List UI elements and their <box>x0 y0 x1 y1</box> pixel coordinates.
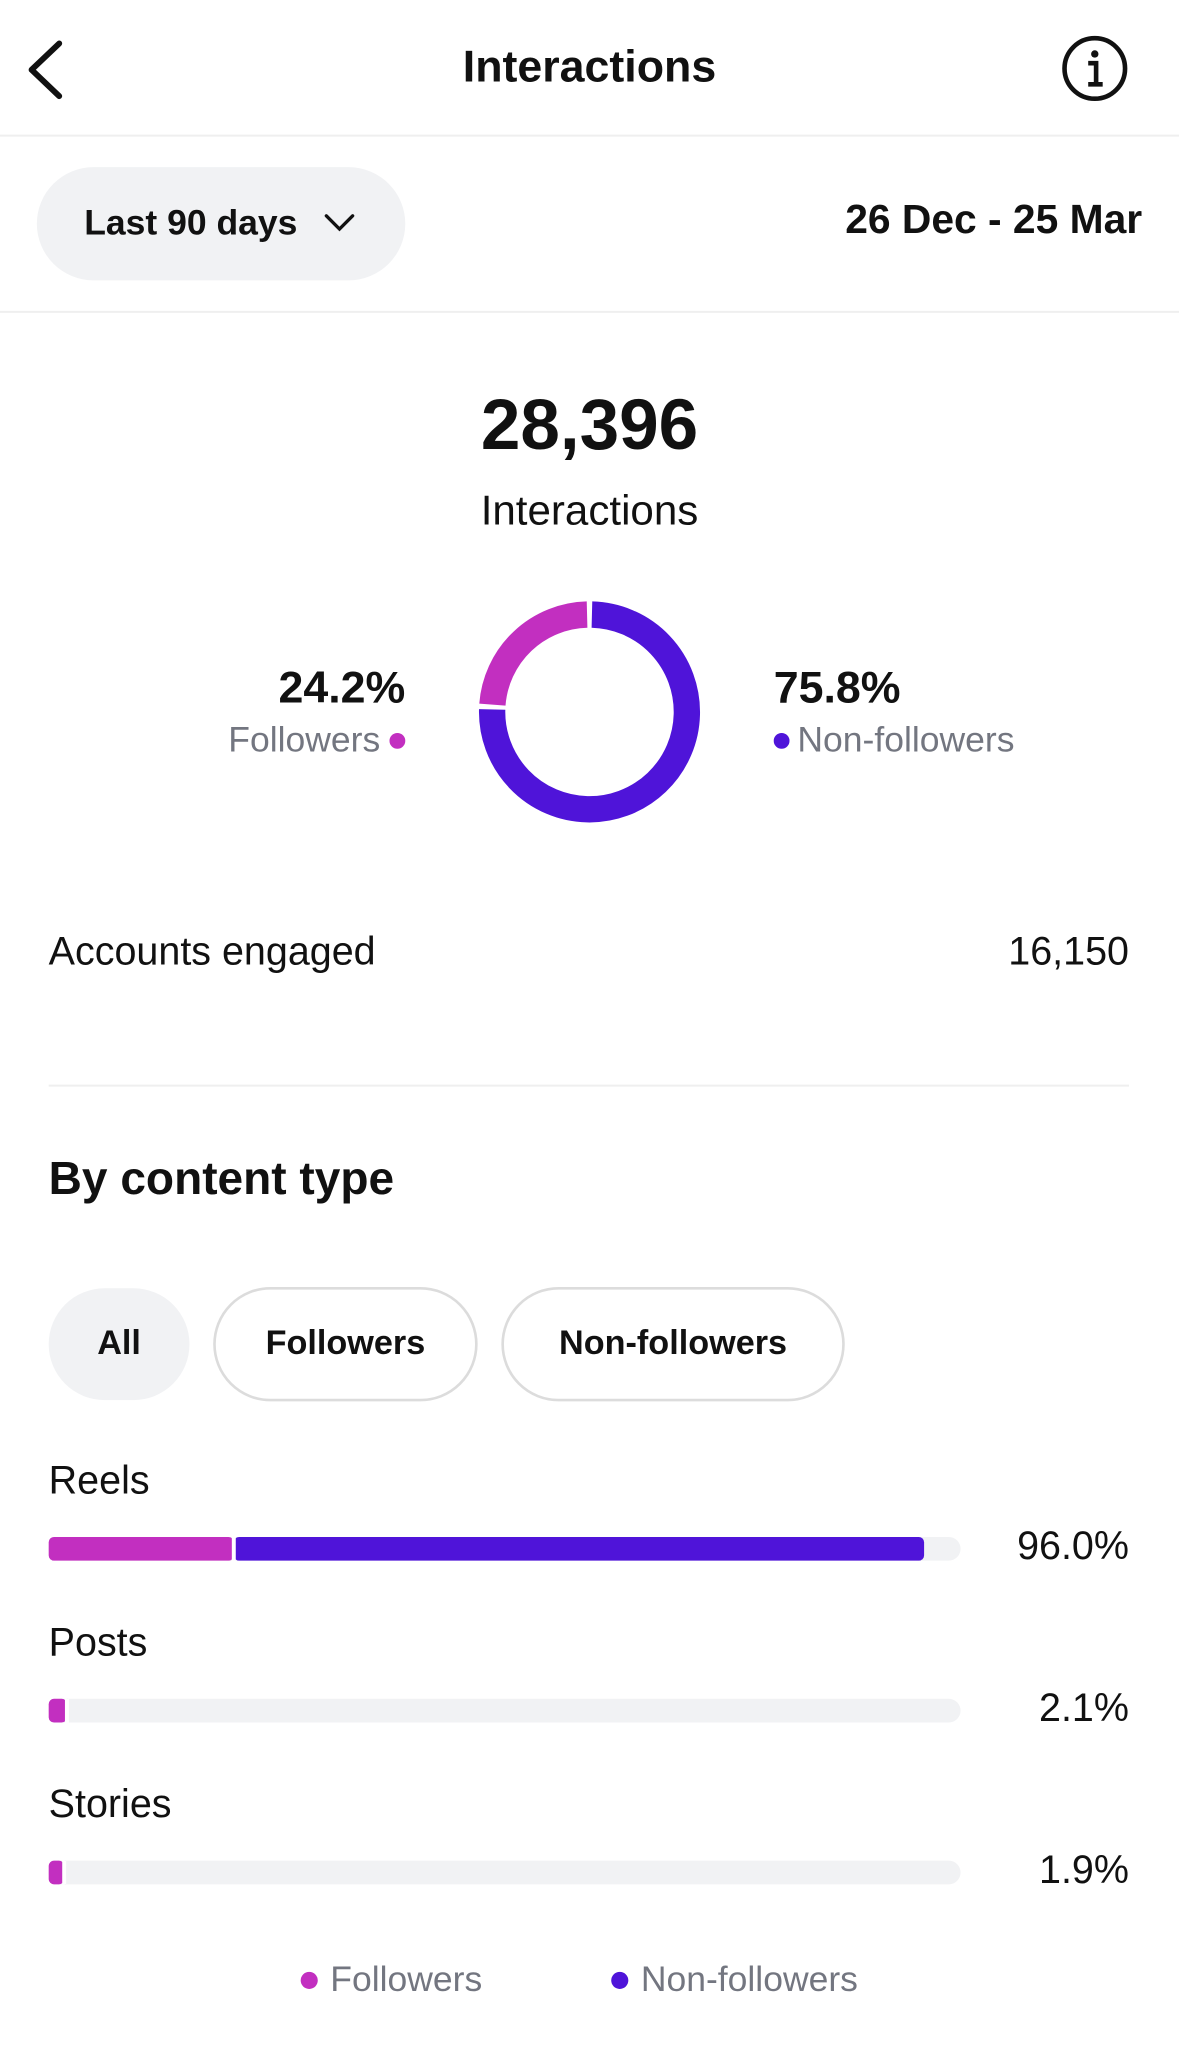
tab-label: Followers <box>266 1324 426 1362</box>
donut-category-label: Non-followers <box>797 720 1014 760</box>
stat-value: 16,150 <box>1008 929 1129 973</box>
total-value: 28,396 <box>481 386 698 465</box>
total-label: 96.0% <box>1017 1524 1129 1568</box>
bar-segment <box>48 1860 65 1885</box>
section-title: By content type <box>49 1152 394 1204</box>
donut-segment <box>478 601 700 823</box>
bar-track <box>48 1860 961 1885</box>
info-button[interactable] <box>1062 35 1128 102</box>
legend-label: Non-followers <box>641 1959 858 1999</box>
total-label: 1.9% <box>1039 1848 1129 1892</box>
period-dropdown[interactable]: Last 90 days <box>36 167 406 281</box>
back-button[interactable] <box>28 40 63 100</box>
legend-dot <box>300 1971 318 1989</box>
tab[interactable]: Followers <box>213 1286 478 1402</box>
category-label: Posts <box>49 1620 148 1664</box>
bar-segment <box>48 1536 234 1561</box>
date-range: 26 Dec - 25 Mar <box>845 196 1142 242</box>
bar-segment <box>233 1536 925 1561</box>
legend-dot <box>773 732 790 749</box>
bar-track <box>48 1698 961 1723</box>
donut-category-label: Followers <box>228 720 380 760</box>
donut-segment <box>479 601 588 706</box>
legend-dot <box>389 732 406 749</box>
bar-segment <box>48 1698 67 1723</box>
category-label: Reels <box>49 1458 150 1502</box>
legend-dot <box>611 1971 629 1989</box>
period-label: Last 90 days <box>84 202 297 242</box>
legend-label: Followers <box>330 1959 482 1999</box>
tab[interactable]: Non-followers <box>501 1286 845 1402</box>
category-label: Stories <box>49 1782 172 1826</box>
tab-label: All <box>97 1324 141 1362</box>
page-title: Interactions <box>463 43 716 92</box>
donut-value-label: 24.2% <box>278 664 405 713</box>
stat-label: Accounts engaged <box>49 929 376 973</box>
donut-value-label: 75.8% <box>774 664 901 713</box>
tab[interactable]: All <box>48 1288 190 1401</box>
total-label: Interactions <box>481 486 699 533</box>
tab-label: Non-followers <box>559 1324 787 1362</box>
total-label: 2.1% <box>1039 1686 1129 1730</box>
